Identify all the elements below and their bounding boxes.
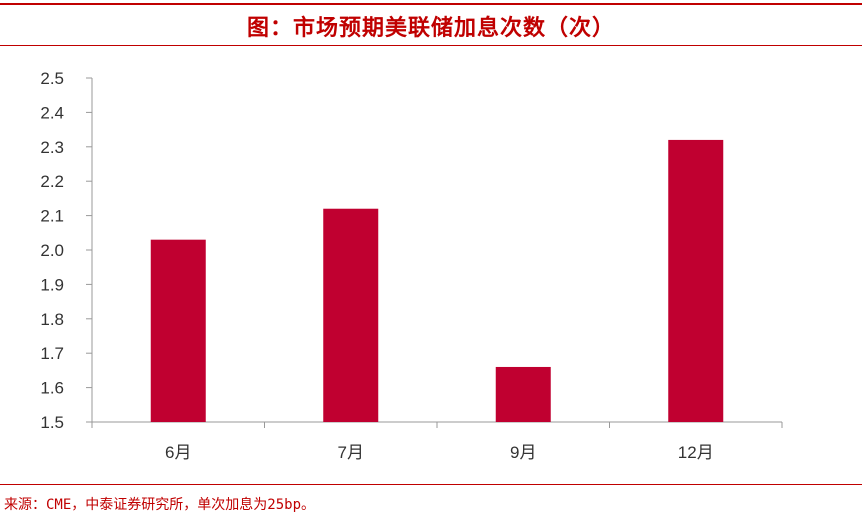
y-tick-label: 1.7 bbox=[40, 344, 64, 363]
x-axis: 6月 7月 9月 12月 bbox=[91, 421, 783, 462]
y-tick-label: 2.5 bbox=[40, 69, 64, 88]
x-tick-label: 9月 bbox=[510, 443, 536, 462]
y-tick-label: 2.1 bbox=[40, 207, 64, 226]
title-rule bbox=[0, 45, 862, 46]
y-tick-label: 2.0 bbox=[40, 241, 64, 260]
top-rule bbox=[0, 3, 862, 5]
bars bbox=[150, 139, 724, 423]
bar-1 bbox=[150, 239, 206, 422]
bar-2 bbox=[323, 208, 379, 422]
bar-chart: 1.5 1.6 1.7 1.8 1.9 2.0 2.1 2.2 2.3 2.4 2.5 6月 7月 9月… bbox=[40, 69, 783, 462]
bar-4 bbox=[668, 139, 724, 423]
y-tick-label: 1.8 bbox=[40, 310, 64, 329]
source-note: 来源：CME，中泰证券研究所，单次加息为25bp。 bbox=[4, 497, 315, 513]
bar-3 bbox=[495, 366, 551, 422]
y-tick-label: 1.9 bbox=[40, 275, 64, 294]
x-tick-label: 6月 bbox=[165, 443, 191, 462]
y-axis: 1.5 1.6 1.7 1.8 1.9 2.0 2.1 2.2 2.3 2.4 2.5 bbox=[40, 69, 93, 432]
y-tick-label: 1.6 bbox=[40, 379, 64, 398]
x-tick-label: 12月 bbox=[678, 443, 714, 462]
x-tick-label: 7月 bbox=[338, 443, 364, 462]
y-tick-label: 2.2 bbox=[40, 172, 64, 191]
y-tick-label: 1.5 bbox=[40, 413, 64, 432]
y-tick-label: 2.3 bbox=[40, 138, 64, 157]
bottom-rule bbox=[0, 484, 862, 485]
chart-title: 图：市场预期美联储加息次数（次） bbox=[246, 15, 615, 41]
y-tick-label: 2.4 bbox=[40, 103, 64, 122]
